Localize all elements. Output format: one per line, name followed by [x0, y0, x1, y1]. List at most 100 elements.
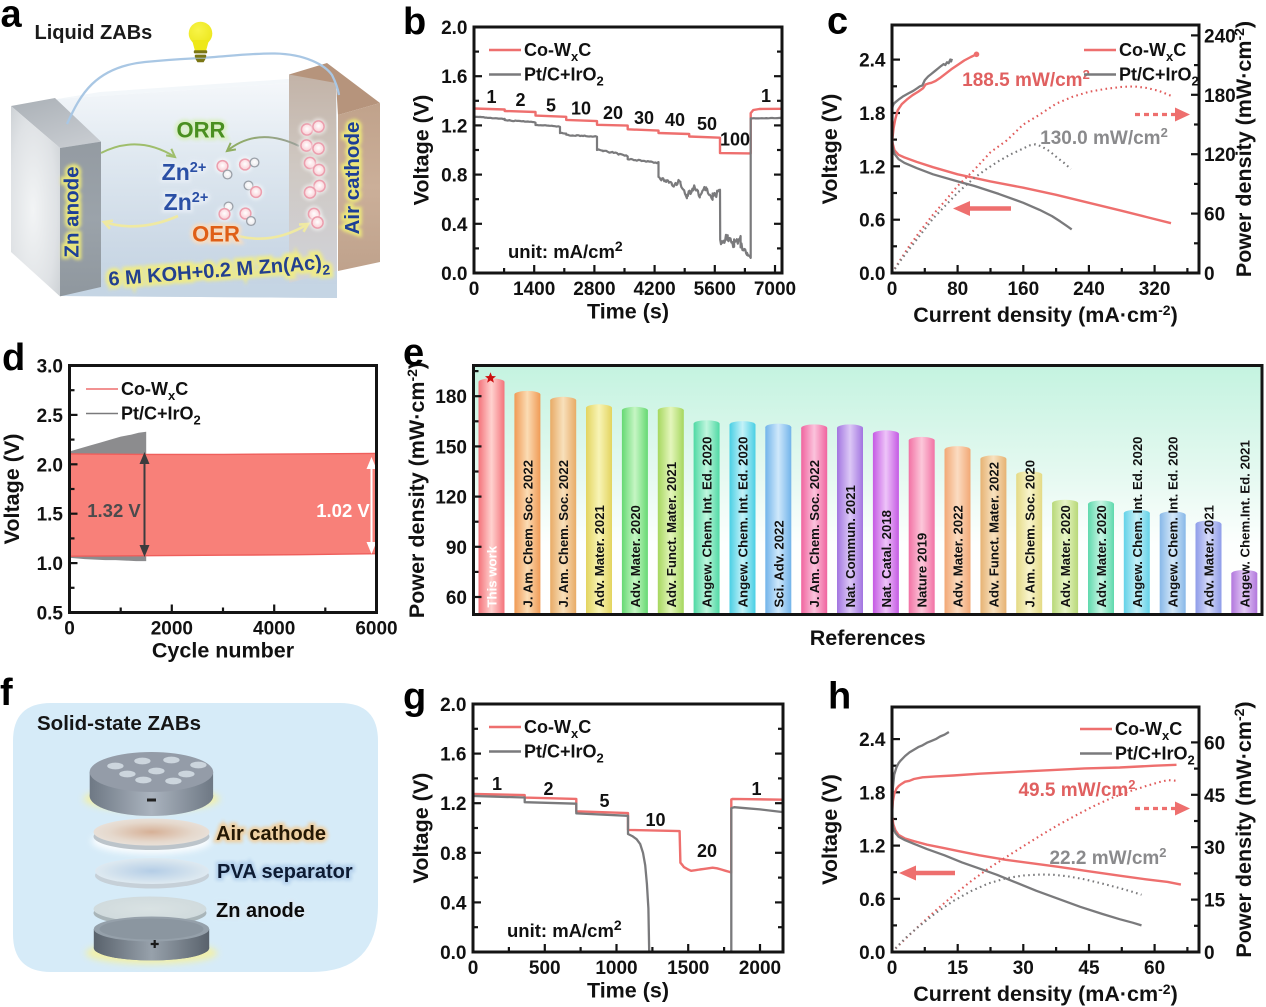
svg-text:0.0: 0.0	[440, 943, 466, 964]
svg-text:Adv. Mater. 2020: Adv. Mater. 2020	[1058, 505, 1073, 607]
svg-text:Zn anode: Zn anode	[216, 900, 305, 922]
svg-text:Adv. Mater. 2020: Adv. Mater. 2020	[1094, 505, 1109, 607]
svg-text:a: a	[1, 0, 23, 36]
svg-text:1400: 1400	[513, 279, 555, 300]
svg-text:0: 0	[64, 619, 75, 640]
svg-text:2.4: 2.4	[859, 51, 886, 72]
svg-text:d: d	[2, 337, 25, 379]
svg-text:0: 0	[1204, 264, 1215, 285]
svg-text:1.2: 1.2	[440, 794, 466, 815]
svg-text:1.2: 1.2	[859, 837, 885, 858]
svg-text:Zn anode: Zn anode	[61, 166, 84, 257]
svg-text:0.4: 0.4	[440, 893, 467, 914]
svg-text:45: 45	[1078, 958, 1100, 979]
svg-text:100: 100	[720, 130, 750, 150]
svg-text:1000: 1000	[595, 958, 637, 979]
svg-text:0.0: 0.0	[441, 264, 467, 285]
svg-text:Angew. Chem. Int. Ed. 2020: Angew. Chem. Int. Ed. 2020	[735, 437, 750, 608]
svg-text:2.0: 2.0	[440, 695, 466, 716]
svg-text:Adv. Mater. 2022: Adv. Mater. 2022	[951, 505, 966, 607]
svg-text:Angew. Chem. Int. Ed. 2020: Angew. Chem. Int. Ed. 2020	[700, 437, 715, 608]
svg-text:Adv. Mater. 2021: Adv. Mater. 2021	[1202, 505, 1217, 607]
svg-text:Voltage (V): Voltage (V)	[818, 94, 842, 205]
svg-text:1.2: 1.2	[441, 116, 467, 137]
svg-text:1.02 V: 1.02 V	[316, 500, 370, 521]
svg-text:0.0: 0.0	[859, 943, 885, 964]
svg-text:60: 60	[1204, 733, 1225, 754]
svg-text:0.5: 0.5	[37, 604, 64, 625]
svg-text:c: c	[827, 1, 848, 43]
svg-text:188.5 mW/cm2​: 188.5 mW/cm2​	[962, 67, 1090, 91]
svg-text:J. Am. Chem. Soc. 2022: J. Am. Chem. Soc. 2022	[556, 460, 571, 608]
svg-text:0: 0	[887, 958, 898, 979]
svg-text:1.32 V: 1.32 V	[87, 500, 141, 521]
svg-text:1.2: 1.2	[859, 157, 885, 178]
svg-text:f: f	[0, 672, 13, 714]
svg-text:90: 90	[446, 538, 467, 559]
svg-text:Air cathode: Air cathode	[341, 122, 364, 235]
svg-text:22.2 mW/cm2​: 22.2 mW/cm2​	[1049, 845, 1166, 869]
svg-text:120: 120	[1204, 145, 1236, 166]
svg-text:0.8: 0.8	[441, 166, 467, 187]
svg-text:Power density (mW·cm-2​): Power density (mW·cm-2​)	[404, 362, 429, 618]
svg-text:0.4: 0.4	[441, 215, 468, 236]
svg-text:49.5 mW/cm2​: 49.5 mW/cm2​	[1018, 777, 1135, 801]
svg-text:1: 1	[751, 779, 761, 799]
svg-text:Nature 2019: Nature 2019	[915, 533, 930, 608]
svg-text:unit: mA/cm2​: unit: mA/cm2​	[508, 238, 623, 262]
svg-text:Time (s): Time (s)	[587, 300, 669, 324]
svg-text:160: 160	[1007, 279, 1039, 300]
svg-text:60: 60	[1204, 205, 1225, 226]
svg-text:1: 1	[492, 774, 502, 794]
svg-text:Voltage (V): Voltage (V)	[410, 95, 434, 206]
svg-text:Cycle number: Cycle number	[152, 639, 295, 663]
svg-text:This work: This work	[485, 545, 500, 607]
svg-text:1.6: 1.6	[441, 67, 467, 88]
svg-text:J. Am. Chem. Soc. 2022: J. Am. Chem. Soc. 2022	[520, 460, 535, 608]
svg-text:1.0: 1.0	[37, 554, 63, 575]
svg-text:0.6: 0.6	[859, 211, 885, 232]
svg-text:Voltage (V): Voltage (V)	[818, 774, 842, 885]
svg-text:2: 2	[515, 90, 525, 110]
svg-text:2.0: 2.0	[37, 455, 63, 476]
svg-text:Adv. Mater. 2020: Adv. Mater. 2020	[628, 505, 643, 607]
svg-text:Angew. Chem.Int. Ed. 2021: Angew. Chem.Int. Ed. 2021	[1237, 440, 1252, 607]
svg-text:unit: mA/cm2​: unit: mA/cm2​	[507, 917, 622, 941]
svg-text:5: 5	[599, 791, 609, 811]
svg-text:180: 180	[1204, 86, 1236, 107]
svg-text:Air cathode: Air cathode	[216, 823, 326, 845]
svg-text:OER: OER	[192, 222, 240, 247]
svg-text:Voltage (V): Voltage (V)	[409, 773, 433, 884]
svg-text:2000: 2000	[739, 958, 781, 979]
svg-text:15: 15	[947, 958, 969, 979]
svg-text:Sci. Adv. 2022: Sci. Adv. 2022	[771, 520, 786, 607]
svg-text:1.5: 1.5	[37, 505, 64, 526]
svg-text:0.0: 0.0	[859, 264, 885, 285]
svg-text:Zn2+: Zn2+	[162, 159, 207, 185]
svg-text:Zn anode: Zn anode	[61, 166, 84, 257]
svg-text:Adv. Funct. Mater. 2021: Adv. Funct. Mater. 2021	[664, 462, 679, 608]
svg-text:1.6: 1.6	[440, 745, 466, 766]
svg-text:150: 150	[435, 437, 467, 458]
svg-text:g: g	[403, 676, 426, 718]
svg-text:ORR: ORR	[177, 118, 226, 143]
svg-text:Power density (mW·cm-2​): Power density (mW·cm-2​)	[1231, 21, 1256, 277]
svg-text:Angew. Chem. Int. Ed. 2020: Angew. Chem. Int. Ed. 2020	[1130, 437, 1145, 608]
svg-text:1500: 1500	[667, 958, 709, 979]
svg-text:60: 60	[446, 588, 467, 609]
svg-text:Zn2+: Zn2+	[162, 159, 207, 185]
svg-text:2800: 2800	[573, 279, 615, 300]
svg-text:Power density (mW·cm-2​): Power density (mW·cm-2​)	[1231, 701, 1256, 957]
svg-text:60: 60	[1144, 958, 1165, 979]
svg-text:Adv. Funct. Mater. 2022: Adv. Funct. Mater. 2022	[986, 462, 1001, 608]
svg-text:10: 10	[645, 810, 665, 830]
svg-text:20: 20	[603, 103, 623, 123]
svg-text:Nat. Commun. 2021: Nat. Commun. 2021	[843, 485, 858, 607]
svg-text:0: 0	[887, 279, 898, 300]
svg-text:3.0: 3.0	[37, 357, 63, 378]
svg-text:320: 320	[1139, 279, 1171, 300]
svg-text:2.4: 2.4	[859, 730, 886, 751]
svg-text:500: 500	[529, 958, 561, 979]
svg-text:1: 1	[761, 86, 771, 106]
svg-text:4000: 4000	[253, 619, 295, 640]
